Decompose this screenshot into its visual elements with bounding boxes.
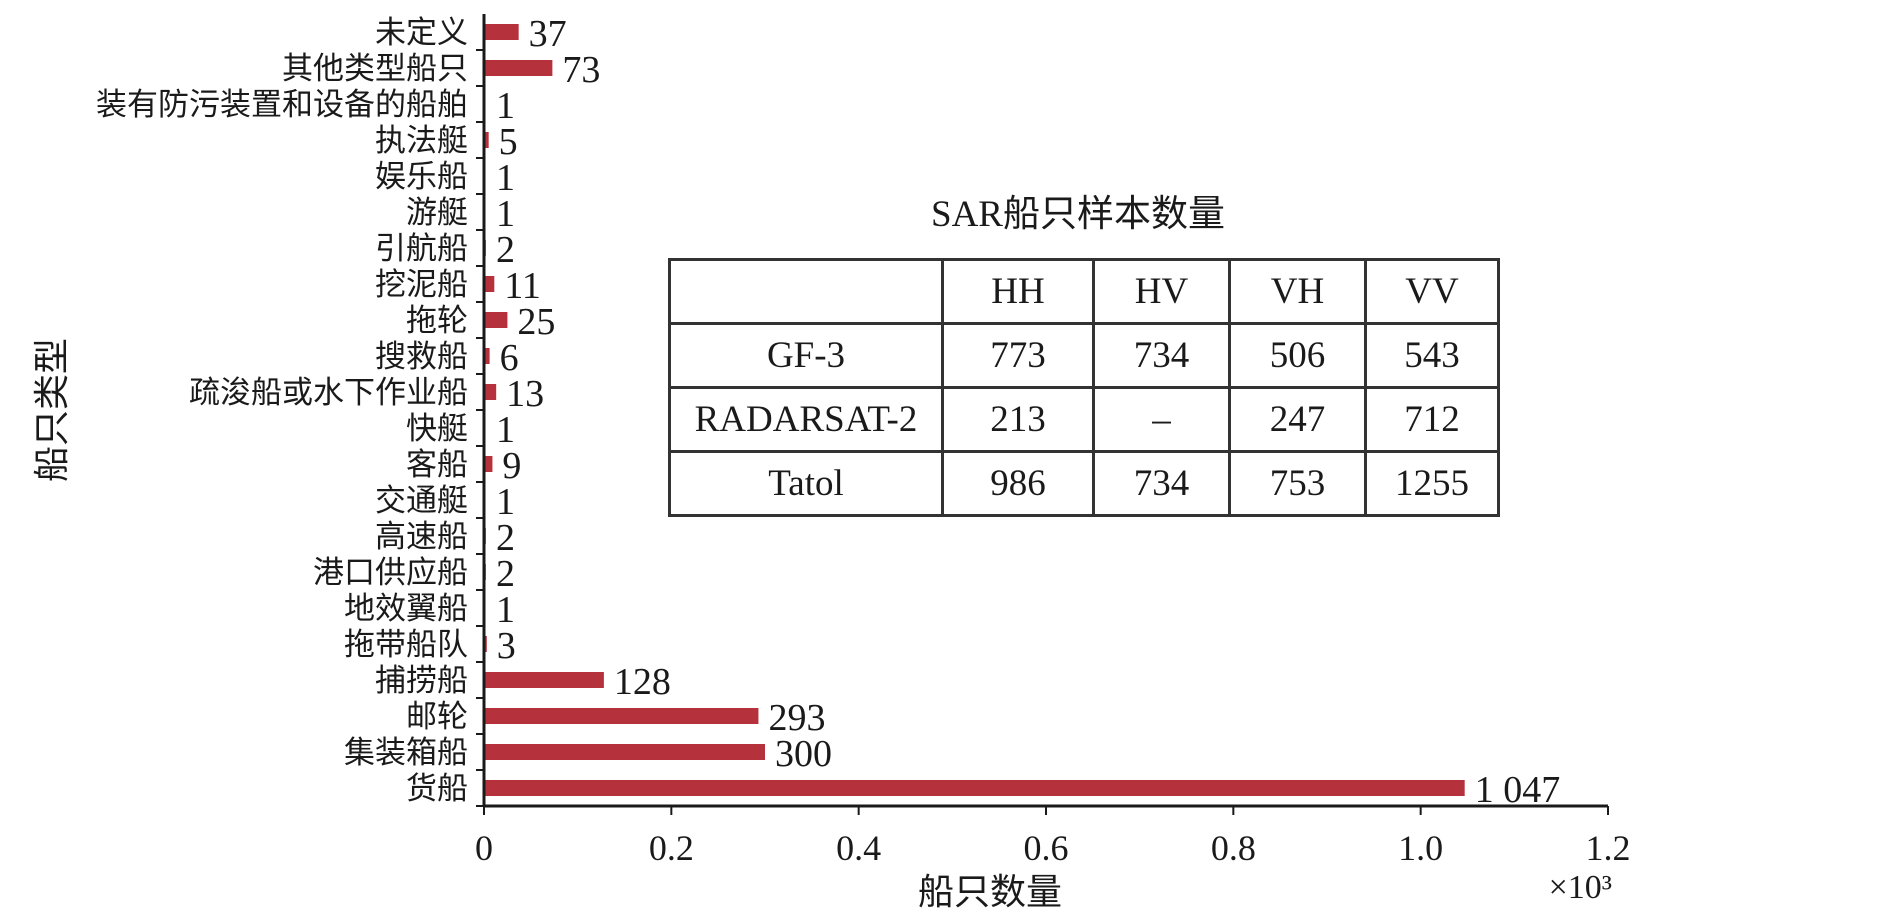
value-label: 2: [496, 229, 515, 271]
category-label: 交通艇: [375, 483, 468, 519]
value-label: 3: [497, 625, 516, 667]
category-label: 执法艇: [375, 123, 468, 159]
x-axis-multiplier: ×10³: [1549, 869, 1612, 906]
value-label: 6: [500, 337, 519, 379]
category-label: 搜救船: [375, 339, 468, 375]
table-row: RADARSAT-2 213 – 247 712: [668, 386, 1500, 453]
y-tick-marks: [476, 49, 484, 807]
category-label: 拖轮: [406, 303, 468, 339]
table-cell: 506: [1228, 322, 1367, 389]
table-cell: 1255: [1364, 450, 1500, 517]
table-header-cell: HV: [1092, 258, 1231, 325]
category-labels: 未定义其他类型船只装有防污装置和设备的船舶执法艇娱乐船游艇引航船挖泥船拖轮搜救船…: [96, 15, 468, 807]
category-label: 高速船: [375, 519, 468, 555]
category-label: 挖泥船: [375, 267, 468, 303]
value-label: 293: [768, 697, 825, 739]
value-label: 73: [562, 49, 600, 91]
category-label: 拖带船队: [344, 627, 468, 663]
value-label: 1: [496, 589, 515, 631]
x-tick-marks: 0 0.2 0.4 0.6 0.8 1.0 1.2: [475, 806, 1631, 868]
value-label: 37: [529, 13, 567, 55]
category-label: 集装箱船: [344, 735, 468, 771]
table-header-cell: [668, 258, 944, 325]
value-label: 13: [506, 373, 544, 415]
value-label: 2: [496, 553, 515, 595]
value-label: 1: [496, 409, 515, 451]
table-header-cell: VH: [1228, 258, 1367, 325]
table-cell: 543: [1364, 322, 1500, 389]
bar: [484, 708, 759, 724]
x-tick-label: 0.8: [1211, 828, 1256, 868]
table-cell: RADARSAT-2: [668, 386, 944, 453]
value-label: 128: [614, 661, 671, 703]
category-label: 邮轮: [406, 699, 468, 735]
bar: [484, 744, 765, 760]
category-label: 捕捞船: [375, 663, 468, 699]
table-row: Tatol 986 734 753 1255: [668, 450, 1500, 517]
category-label: 游艇: [406, 195, 468, 231]
table-cell: 247: [1228, 386, 1367, 453]
value-label: 2: [496, 517, 515, 559]
y-axis-title: 船只类型: [32, 338, 73, 482]
value-label: 1: [496, 193, 515, 235]
value-label: 9: [502, 445, 521, 487]
bar: [484, 780, 1465, 796]
table-header-cell: HH: [941, 258, 1095, 325]
category-label: 快艇: [406, 411, 468, 447]
category-label: 地效翼船: [344, 591, 468, 627]
table-cell: 773: [941, 322, 1095, 389]
sar-sample-table: HH HV VH VV GF-3 773 734 506 543 RADARSA…: [668, 258, 1500, 517]
bar: [484, 24, 519, 40]
table-row: GF-3 773 734 506 543: [668, 322, 1500, 389]
category-label: 客船: [406, 447, 468, 483]
value-label: 1: [496, 481, 515, 523]
x-axis-title: 船只数量: [918, 872, 1062, 913]
table-cell: 213: [941, 386, 1095, 453]
category-label: 港口供应船: [313, 555, 468, 591]
value-label: 1: [496, 85, 515, 127]
table-cell: 753: [1228, 450, 1367, 517]
x-tick-label: 1.0: [1398, 828, 1443, 868]
table-cell: 734: [1092, 450, 1231, 517]
category-label: 装有防污装置和设备的船舶: [96, 87, 468, 123]
category-label: 货船: [406, 771, 468, 807]
x-tick-label: 0.4: [836, 828, 881, 868]
table-cell: GF-3: [668, 322, 944, 389]
table-title: SAR船只样本数量: [931, 194, 1225, 235]
value-label: 1 047: [1475, 769, 1561, 811]
value-label: 11: [504, 265, 541, 307]
bar: [484, 132, 489, 148]
x-tick-label: 0.6: [1024, 828, 1069, 868]
value-label: 5: [499, 121, 518, 163]
category-label: 未定义: [375, 15, 468, 51]
table-cell: 712: [1364, 386, 1500, 453]
value-label: 1: [496, 157, 515, 199]
bar: [484, 456, 493, 472]
table-cell: 986: [941, 450, 1095, 517]
bar: [484, 384, 497, 400]
category-label: 疏浚船或水下作业船: [189, 375, 468, 411]
x-tick-label: 0: [475, 828, 493, 868]
table-cell: –: [1092, 386, 1231, 453]
x-tick-label: 1.2: [1586, 828, 1631, 868]
bar: [484, 672, 604, 688]
table-cell: Tatol: [668, 450, 944, 517]
category-label: 引航船: [375, 231, 468, 267]
table-header-cell: VV: [1364, 258, 1500, 325]
table-cell: 734: [1092, 322, 1231, 389]
bar: [484, 276, 495, 292]
x-tick-label: 0.2: [649, 828, 694, 868]
value-label: 25: [517, 301, 555, 343]
bar: [484, 60, 553, 76]
bar: [484, 312, 508, 328]
bar: [484, 348, 490, 364]
category-label: 娱乐船: [375, 159, 468, 195]
value-label: 300: [775, 733, 832, 775]
category-label: 其他类型船只: [282, 51, 468, 87]
table-header-row: HH HV VH VV: [668, 258, 1500, 325]
